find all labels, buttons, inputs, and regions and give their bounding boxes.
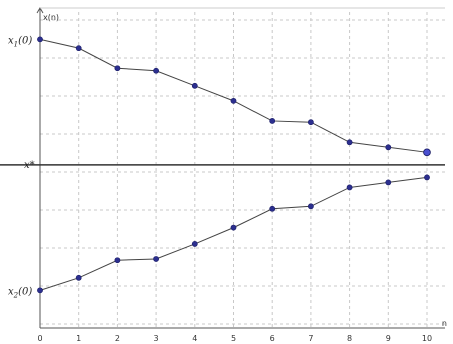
y-label-x2-0: x2(0) (8, 286, 32, 299)
series-2-point (76, 275, 81, 280)
x-tick-label: 7 (308, 334, 313, 343)
axes (37, 8, 445, 328)
series-2-point (308, 204, 313, 209)
series-2-point (231, 225, 236, 230)
x-tick-label: 2 (115, 334, 120, 343)
x-axis-title: n (442, 319, 447, 328)
x-tick-label: 8 (347, 334, 352, 343)
series-1-point (270, 118, 275, 123)
labels-group: 0 1 2 3 4 5 6 7 8 9 10 x(n) n x1(0) x* x2(0) (8, 13, 447, 343)
series-1-point (154, 68, 159, 73)
series-2-point (386, 180, 391, 185)
series-1-point (347, 140, 352, 145)
y-axis-title: x(n) (43, 13, 59, 22)
series-1-point (386, 145, 391, 150)
y-label-x-star: x* (24, 160, 35, 171)
x-tick-label: 9 (386, 334, 391, 343)
series-1-point (115, 66, 120, 71)
series-2-point (115, 258, 120, 263)
x-tick-label: 4 (192, 334, 197, 343)
x-tick-label: 0 (37, 334, 42, 343)
x-tick-label: 6 (270, 334, 275, 343)
y-label-x1-0: x1(0) (8, 35, 32, 48)
x-tick-label: 3 (154, 334, 159, 343)
x-tick-label: 5 (231, 334, 236, 343)
series-1-point (192, 83, 197, 88)
series-1-point (37, 37, 42, 42)
series-2-point (424, 175, 429, 180)
series-1-point (76, 46, 81, 51)
series-1-point (424, 149, 431, 156)
series-1-point (231, 98, 236, 103)
series-1-point (308, 120, 313, 125)
series-2-point (270, 206, 275, 211)
x-tick-label: 10 (422, 334, 432, 343)
series-2-point (37, 288, 42, 293)
series-2-point (154, 256, 159, 261)
x-tick-label: 1 (76, 334, 81, 343)
series-2-point (192, 241, 197, 246)
series-2-point (347, 185, 352, 190)
